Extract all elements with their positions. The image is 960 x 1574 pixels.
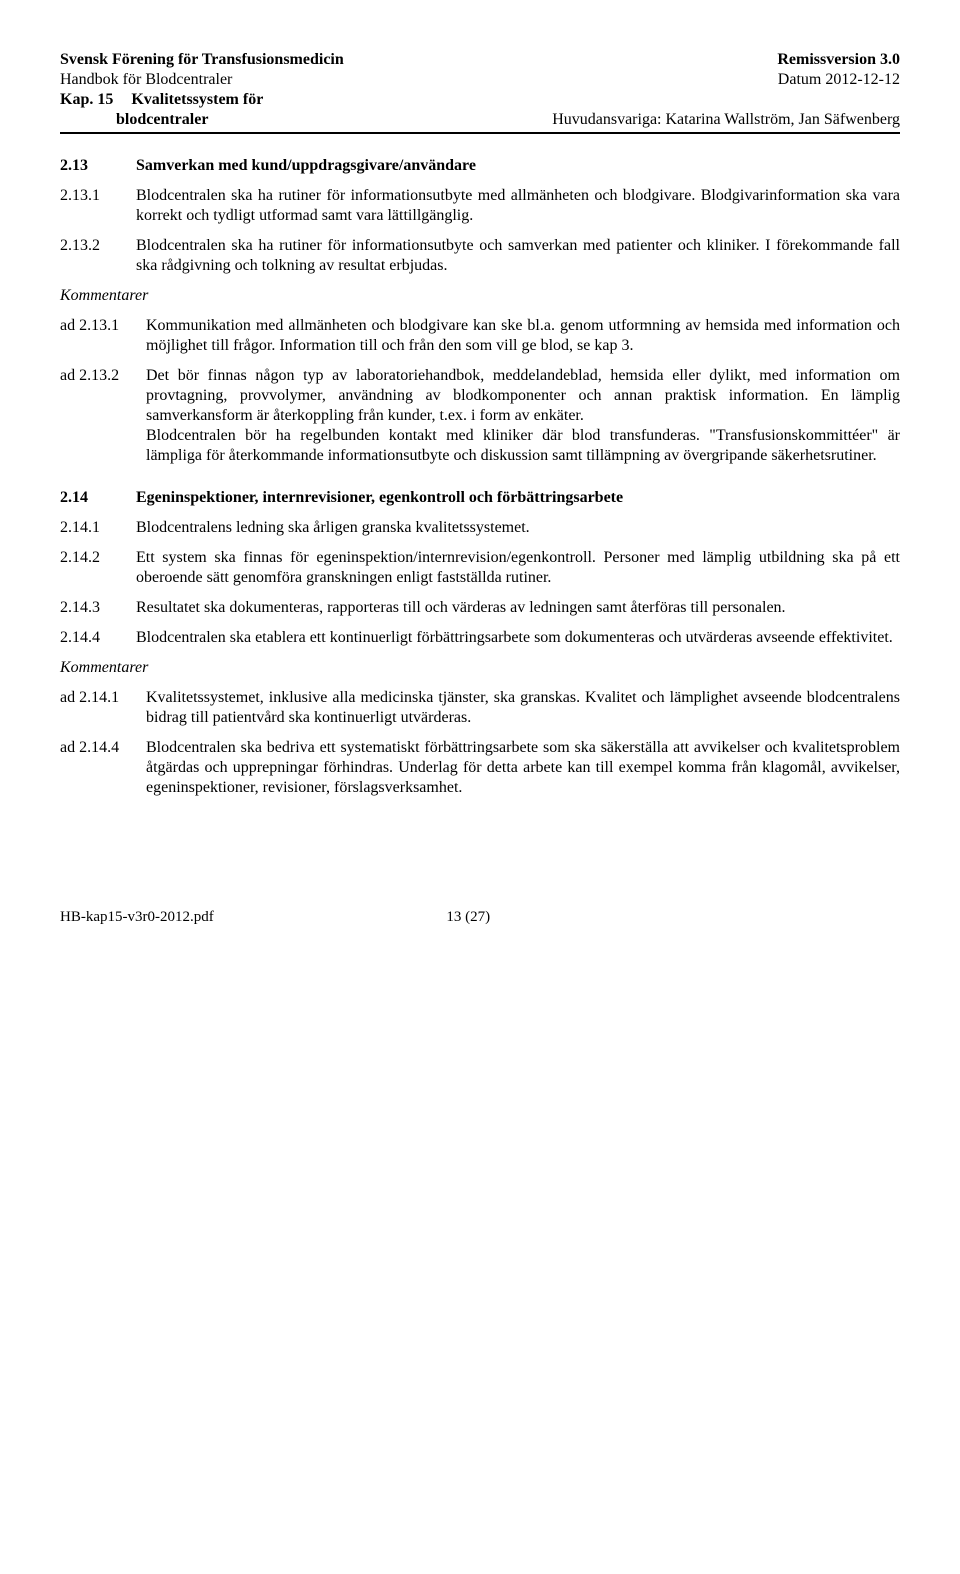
- item-text: Resultatet ska dokumenteras, rapporteras…: [136, 598, 900, 618]
- comment-number: ad 2.13.1: [60, 316, 146, 336]
- item-number: 2.14.3: [60, 598, 136, 618]
- chapter-title-1: Kvalitetssystem för: [131, 91, 263, 108]
- version: Remissversion 3.0: [777, 50, 900, 70]
- section-title: Egeninspektioner, internrevisioner, egen…: [136, 488, 900, 508]
- chapter-title-2: blodcentraler: [60, 110, 208, 130]
- section-number: 2.13: [60, 156, 136, 176]
- date: Datum 2012-12-12: [777, 70, 900, 90]
- responsible: Huvudansvariga: Katarina Wallström, Jan …: [208, 110, 900, 130]
- org-name: Svensk Förening för Transfusionsmedicin: [60, 50, 344, 70]
- footer-filename: HB-kap15-v3r0-2012.pdf: [60, 908, 446, 927]
- chapter-label: Kap. 15: [60, 91, 113, 108]
- book-title: Handbok för Blodcentraler: [60, 70, 344, 90]
- item-number: 2.13.1: [60, 186, 136, 206]
- kommentarer-label: Kommentarer: [60, 658, 900, 678]
- comment-text: Kommunikation med allmänheten och blodgi…: [146, 316, 900, 356]
- item-text: Blodcentralen ska ha rutiner för informa…: [136, 236, 900, 276]
- item-number: 2.14.4: [60, 628, 136, 648]
- comment-number: ad 2.14.4: [60, 738, 146, 758]
- item-text: Blodcentralen ska ha rutiner för informa…: [136, 186, 900, 226]
- header-rule: [60, 132, 900, 134]
- comment-text: Kvalitetssystemet, inklusive alla medici…: [146, 688, 900, 728]
- page-footer: HB-kap15-v3r0-2012.pdf 13 (27): [60, 908, 900, 927]
- kommentarer-label: Kommentarer: [60, 286, 900, 306]
- comment-number: ad 2.13.2: [60, 366, 146, 386]
- section-title: Samverkan med kund/uppdragsgivare/använd…: [136, 156, 900, 176]
- comment-text: Blodcentralen ska bedriva ett systematis…: [146, 738, 900, 798]
- comment-number: ad 2.14.1: [60, 688, 146, 708]
- item-text: Blodcentralen ska etablera ett kontinuer…: [136, 628, 900, 648]
- section-2-13: 2.13 Samverkan med kund/uppdragsgivare/a…: [60, 156, 900, 466]
- section-number: 2.14: [60, 488, 136, 508]
- comment-text: Det bör finnas någon typ av laboratorieh…: [146, 366, 900, 466]
- item-number: 2.14.2: [60, 548, 136, 568]
- section-2-14: 2.14 Egeninspektioner, internrevisioner,…: [60, 488, 900, 798]
- footer-page: 13 (27): [446, 908, 900, 927]
- page-header: Svensk Förening för Transfusionsmedicin …: [60, 50, 900, 130]
- item-text: Blodcentralens ledning ska årligen grans…: [136, 518, 900, 538]
- item-number: 2.13.2: [60, 236, 136, 256]
- item-text: Ett system ska finnas för egeninspektion…: [136, 548, 900, 588]
- item-number: 2.14.1: [60, 518, 136, 538]
